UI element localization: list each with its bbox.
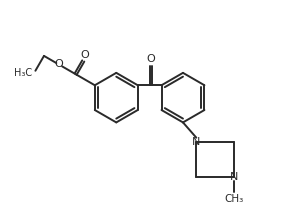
Text: O: O xyxy=(55,60,63,69)
Text: H₃C: H₃C xyxy=(14,68,33,78)
Text: O: O xyxy=(146,54,155,64)
Text: N: N xyxy=(230,172,239,182)
Text: CH₃: CH₃ xyxy=(225,194,244,204)
Text: N: N xyxy=(192,137,201,147)
Text: O: O xyxy=(80,50,89,60)
